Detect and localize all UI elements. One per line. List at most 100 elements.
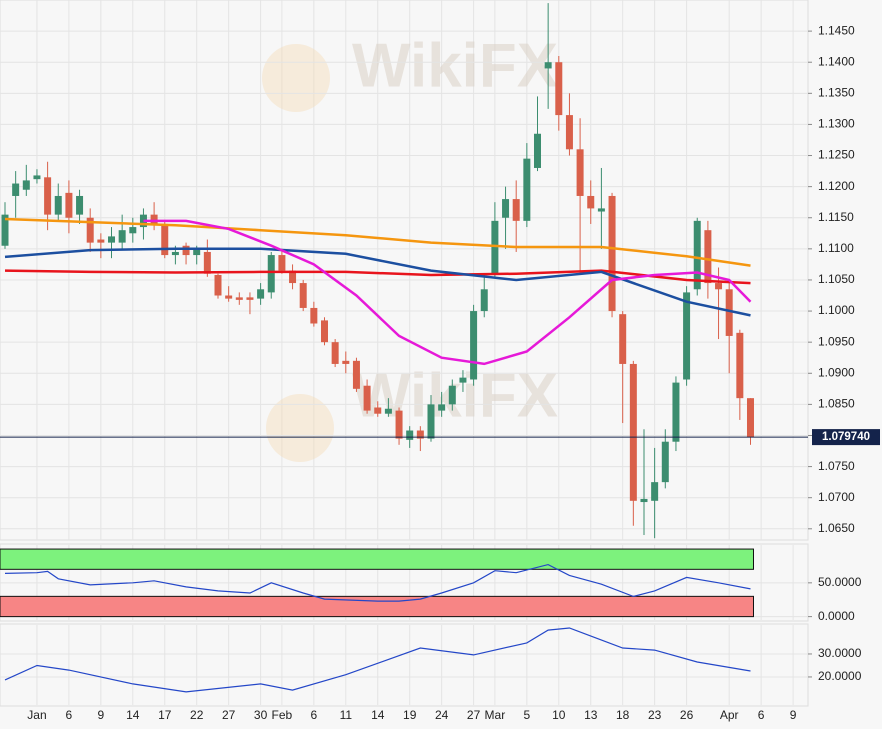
y-tick-label: 1.1300 [818, 117, 855, 131]
candle-body [54, 195, 62, 215]
indicator-line [4, 627, 751, 693]
candle-body [480, 289, 488, 312]
candle-body [597, 208, 605, 212]
candle-body [523, 158, 531, 221]
candle-body [65, 192, 73, 218]
candle-body [448, 385, 456, 405]
y-tick-label: 1.1450 [818, 23, 855, 37]
price-panel [0, 0, 809, 541]
candle-body [544, 62, 552, 69]
x-tick-label: Jan [27, 708, 46, 722]
candle-body [438, 404, 446, 411]
candle-body [299, 283, 307, 308]
y-tick-label: 1.0850 [818, 397, 855, 411]
candle-body [619, 314, 627, 364]
candle-body [171, 251, 179, 256]
candle-body [363, 385, 371, 411]
x-tick-label: 17 [158, 708, 172, 722]
candle-body [608, 195, 616, 312]
zone-band [0, 595, 754, 618]
x-tick-label: 30 [254, 708, 268, 722]
candle-body [214, 274, 222, 296]
candle-body [640, 498, 648, 503]
candle-body [715, 283, 723, 290]
candle-body [267, 255, 275, 293]
candle-body [576, 149, 584, 196]
candle-body [395, 410, 403, 439]
candle-body [331, 342, 339, 364]
y-tick-label: 1.0700 [818, 490, 855, 504]
candle-body [384, 408, 392, 414]
y-tick-label: 30.0000 [818, 646, 862, 660]
x-tick-label: 26 [680, 708, 694, 722]
x-tick-label: 9 [98, 708, 105, 722]
candle-body [555, 62, 563, 116]
y-tick-label: 1.1100 [818, 241, 854, 255]
candle-body [629, 363, 637, 501]
candle-body [661, 441, 669, 483]
candle-body [565, 115, 573, 150]
candle-body [33, 175, 41, 180]
last-price-label: 1.079740 [822, 431, 870, 443]
candle-body [704, 230, 712, 284]
candle-body [459, 377, 467, 383]
x-tick-label: 19 [403, 708, 417, 722]
candle-body [512, 199, 520, 221]
candle-body [108, 236, 116, 243]
candle-body [533, 133, 541, 168]
x-tick-label: 10 [552, 708, 566, 722]
y-tick-label: 1.0950 [818, 334, 855, 348]
candle-body [352, 360, 360, 389]
y-tick-label: 1.0650 [818, 521, 855, 535]
moving-average [4, 247, 751, 317]
x-tick-label: 5 [524, 708, 531, 722]
x-tick-label: 18 [616, 708, 630, 722]
x-tick-label: Feb [272, 708, 293, 722]
candle-body [587, 195, 595, 209]
candle-body [289, 270, 297, 284]
candle-body [97, 239, 105, 243]
x-tick-label: 6 [758, 708, 765, 722]
x-tick-label: 27 [222, 708, 236, 722]
x-tick-label: 11 [340, 708, 353, 722]
y-tick-label: 1.0750 [818, 459, 855, 473]
indicator-line [4, 563, 751, 602]
candle-body [406, 430, 414, 440]
x-tick-label: 13 [584, 708, 598, 722]
watermark: WikiFX [352, 31, 558, 100]
candle-body [44, 177, 52, 215]
x-tick-label: 9 [790, 708, 797, 722]
x-tick-label: 23 [648, 708, 662, 722]
x-tick-label: Apr [720, 708, 739, 722]
y-tick-label: 1.1350 [818, 85, 855, 99]
moving-average [4, 217, 751, 267]
y-tick-label: 1.1400 [818, 54, 855, 68]
y-tick-label: 1.1250 [818, 148, 855, 162]
y-tick-label: 50.0000 [818, 575, 862, 589]
candle-body [225, 295, 233, 299]
candle-body [416, 430, 424, 439]
candle-body [118, 230, 126, 243]
candle-body [161, 223, 169, 256]
last-price-box [812, 429, 880, 446]
y-tick-label: 0.0000 [818, 609, 855, 623]
candle-body [12, 183, 20, 196]
y-tick-label: 1.0900 [818, 365, 855, 379]
candle-body [150, 214, 158, 224]
moving-average [143, 219, 752, 366]
candle-body [725, 289, 733, 336]
candle-body [193, 248, 201, 256]
candle-body [491, 220, 499, 274]
candle-body [22, 180, 30, 190]
candle-body [427, 404, 435, 439]
x-tick-label: 22 [190, 708, 204, 722]
candle-body [203, 251, 211, 274]
candle-body [736, 332, 744, 399]
candle-body [257, 289, 265, 299]
candle-body [374, 407, 382, 414]
x-tick-label: 6 [66, 708, 73, 722]
x-tick-label: Mar [485, 708, 506, 722]
y-tick-label: 20.0000 [818, 669, 862, 683]
y-tick-label: 1.1000 [818, 303, 855, 317]
